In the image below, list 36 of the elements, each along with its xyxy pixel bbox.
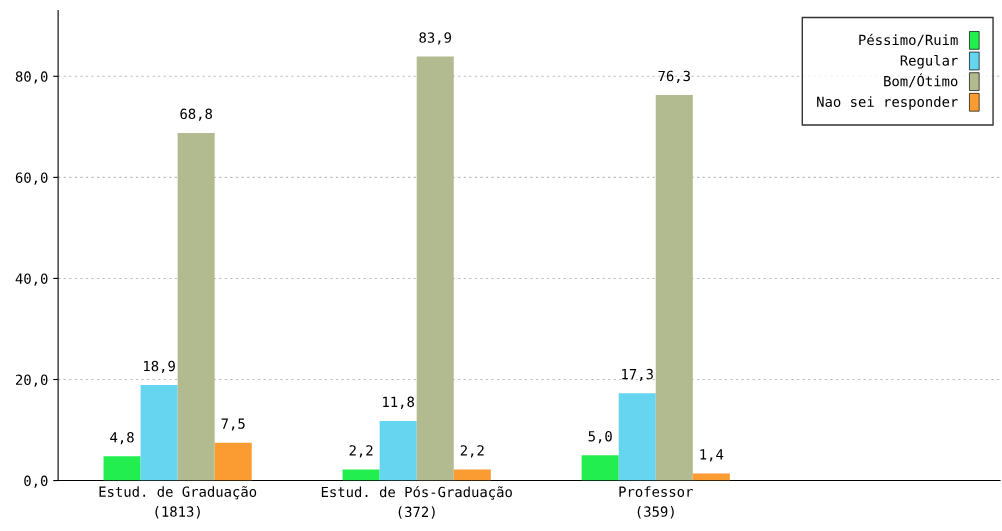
data-label: 17,3: [622, 368, 653, 382]
bar: [453, 469, 491, 481]
bar: [342, 469, 380, 481]
data-label: 2,2: [460, 445, 484, 458]
data-label: 1,4: [700, 449, 724, 462]
legend-label: Bom/Ótimo: [884, 73, 958, 88]
data-label: 68,8: [180, 108, 213, 121]
x-tick-label: Professor (359): [619, 486, 693, 519]
data-label: 4,8: [110, 431, 134, 445]
bar: [214, 442, 252, 481]
bar: [581, 455, 619, 481]
bar: [103, 456, 141, 481]
bar: [379, 420, 417, 481]
legend-label: Regular: [900, 54, 958, 69]
data-label: 11,8: [383, 396, 415, 409]
bar: [416, 56, 454, 481]
data-label: 18,9: [144, 360, 175, 373]
data-label: 7,5: [221, 418, 245, 431]
y-tick-label: 20,0: [15, 374, 48, 387]
bar: [140, 385, 178, 481]
bar: [177, 132, 215, 481]
x-tick-label: Estud. de Pós-Graduação (372): [321, 485, 512, 519]
y-tick-label: 40,0: [15, 273, 48, 286]
data-label: 76,3: [658, 70, 690, 83]
data-label: 5,0: [588, 430, 612, 444]
y-tick-label: 0,0: [24, 475, 48, 488]
y-tick-label: 60,0: [15, 172, 48, 185]
y-tick-label: 80,0: [15, 71, 48, 84]
bar: [618, 393, 656, 481]
x-tick-label: Estud. de Graduação (1813): [99, 485, 257, 519]
data-label: 2,2: [349, 445, 373, 458]
data-label: 83,9: [419, 32, 452, 45]
bar: [655, 95, 693, 481]
legend-label: Péssimo/Ruim: [859, 33, 958, 47]
legend-label: Nao sei responder: [817, 96, 958, 110]
bar: [692, 473, 730, 481]
